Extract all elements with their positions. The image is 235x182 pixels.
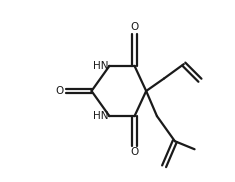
Text: O: O bbox=[55, 86, 64, 96]
Text: O: O bbox=[130, 22, 139, 32]
Text: O: O bbox=[130, 147, 139, 157]
Text: HN: HN bbox=[93, 111, 108, 121]
Text: HN: HN bbox=[93, 61, 108, 71]
